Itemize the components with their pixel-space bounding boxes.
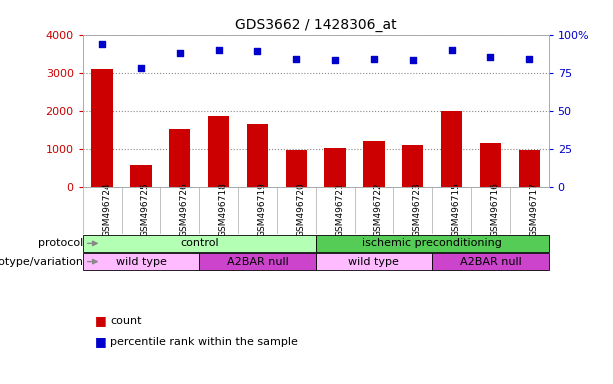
Text: A2BAR null: A2BAR null: [227, 257, 288, 266]
Text: GSM496725: GSM496725: [141, 182, 150, 237]
Text: GSM496723: GSM496723: [413, 182, 422, 237]
Bar: [169, 129, 191, 187]
Bar: [131, 165, 151, 187]
Point: [330, 57, 340, 63]
Bar: [480, 143, 501, 187]
Bar: [199, 253, 316, 270]
Point: [291, 56, 301, 62]
Bar: [324, 148, 346, 187]
Text: GSM496724: GSM496724: [102, 182, 111, 237]
Bar: [519, 150, 540, 187]
Point: [253, 48, 262, 55]
Point: [175, 50, 185, 56]
Text: GSM496715: GSM496715: [452, 182, 460, 237]
Point: [524, 56, 534, 62]
Bar: [364, 141, 384, 187]
Text: genotype/variation: genotype/variation: [0, 257, 83, 266]
Bar: [316, 235, 549, 252]
Text: GSM496726: GSM496726: [180, 182, 189, 237]
Bar: [316, 253, 432, 270]
Text: ■: ■: [95, 335, 107, 348]
Text: GSM496720: GSM496720: [296, 182, 305, 237]
Text: GSM496721: GSM496721: [335, 182, 344, 237]
Bar: [441, 111, 462, 187]
Text: percentile rank within the sample: percentile rank within the sample: [110, 337, 298, 347]
Point: [447, 47, 457, 53]
Point: [369, 56, 379, 62]
Text: protocol: protocol: [38, 238, 83, 248]
Text: GSM496719: GSM496719: [257, 182, 267, 237]
Text: GSM496722: GSM496722: [374, 182, 383, 237]
Text: wild type: wild type: [116, 257, 166, 266]
Point: [214, 47, 224, 53]
Point: [136, 65, 146, 71]
Bar: [286, 150, 307, 187]
Text: GSM496716: GSM496716: [490, 182, 500, 237]
Text: A2BAR null: A2BAR null: [460, 257, 521, 266]
Bar: [83, 253, 199, 270]
Point: [408, 57, 417, 63]
Bar: [402, 146, 424, 187]
Bar: [91, 69, 113, 187]
Title: GDS3662 / 1428306_at: GDS3662 / 1428306_at: [235, 18, 397, 32]
Text: GSM496717: GSM496717: [529, 182, 538, 237]
Bar: [208, 116, 229, 187]
Point: [97, 41, 107, 47]
Text: control: control: [180, 238, 219, 248]
Text: wild type: wild type: [349, 257, 399, 266]
Bar: [83, 235, 316, 252]
Bar: [432, 253, 549, 270]
Text: count: count: [110, 316, 142, 326]
Text: ■: ■: [95, 314, 107, 327]
Point: [485, 54, 495, 60]
Text: GSM496718: GSM496718: [219, 182, 227, 237]
Bar: [247, 124, 268, 187]
Text: ischemic preconditioning: ischemic preconditioning: [362, 238, 502, 248]
